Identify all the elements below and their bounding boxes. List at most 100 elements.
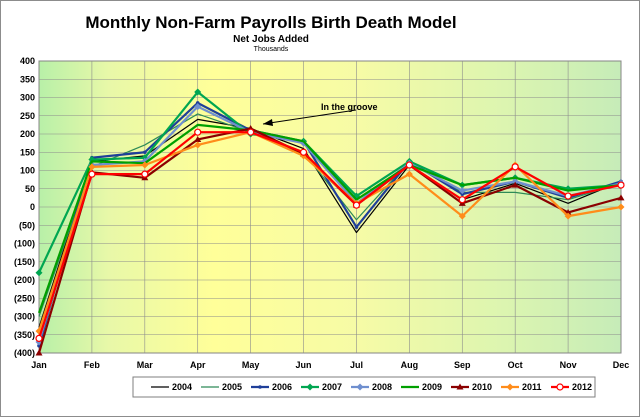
legend-swatch-marker xyxy=(356,383,364,391)
data-point-2011 xyxy=(141,161,149,169)
y-tick-label: (200) xyxy=(14,275,35,285)
legend-label: 2009 xyxy=(422,382,442,392)
x-tick-label: Feb xyxy=(84,360,101,370)
legend-label: 2006 xyxy=(272,382,292,392)
y-tick-label: 0 xyxy=(30,202,35,212)
data-point-2006 xyxy=(143,150,147,155)
annotation-arrowhead xyxy=(263,119,273,126)
legend-swatch-marker xyxy=(456,383,464,390)
x-tick-label: Sep xyxy=(454,360,471,370)
data-point-2007 xyxy=(35,269,43,277)
x-tick-label: Apr xyxy=(190,360,206,370)
data-point-2010 xyxy=(511,181,519,188)
x-tick-label: May xyxy=(242,360,260,370)
x-tick-label: Nov xyxy=(560,360,577,370)
series-2009 xyxy=(37,123,622,314)
legend-label: 2004 xyxy=(172,382,192,392)
data-point-2006 xyxy=(354,225,359,229)
data-point-2012 xyxy=(194,128,202,136)
legend-label: 2012 xyxy=(572,382,592,392)
legend-entry-2008: 2008 xyxy=(351,382,392,392)
x-tick-label: Oct xyxy=(508,360,523,370)
x-axis: Jan Feb Mar Apr May Jun Jul Aug Sep Oct Nov Dec xyxy=(31,360,629,370)
data-point-2007 xyxy=(194,88,202,96)
data-point-2008 xyxy=(194,103,202,111)
data-point-2011 xyxy=(194,141,202,149)
legend: 2004 2005 2006 2007 2008 2009 2010 2011 2012 xyxy=(151,382,592,392)
y-tick-label: 100 xyxy=(20,166,35,176)
annotation-arrow-line xyxy=(262,109,357,125)
y-tick-label: 200 xyxy=(20,129,35,139)
x-tick-label: Jun xyxy=(296,360,312,370)
x-tick-label: Jul xyxy=(350,360,363,370)
legend-entry-2011: 2011 xyxy=(501,382,542,392)
legend-swatch-marker xyxy=(306,383,314,391)
data-point-2006 xyxy=(460,192,465,197)
y-tick-label: (250) xyxy=(14,293,35,303)
data-point-2012 xyxy=(141,170,149,178)
data-point-2012 xyxy=(617,181,625,189)
data-point-2008 xyxy=(458,187,466,195)
legend-label: 2010 xyxy=(472,382,492,392)
legend-label: 2008 xyxy=(372,382,392,392)
legend-entry-2004: 2004 xyxy=(151,382,192,392)
legend-swatch-marker xyxy=(258,385,262,389)
series-group xyxy=(35,88,625,356)
series-line-2004 xyxy=(38,118,622,328)
legend-swatch-marker xyxy=(556,383,564,391)
data-point-2010 xyxy=(194,135,202,142)
chart-subtitle: Net Jobs Added xyxy=(233,34,309,45)
legend-label: 2007 xyxy=(322,382,342,392)
data-point-2012 xyxy=(405,161,413,169)
legend-swatch-marker xyxy=(506,383,514,391)
data-point-2012 xyxy=(88,170,96,178)
data-point-2012 xyxy=(564,192,572,200)
x-tick-label: Dec xyxy=(613,360,630,370)
legend-entry-2010: 2010 xyxy=(451,382,492,392)
series-line-2012 xyxy=(37,131,622,339)
y-tick-label: (50) xyxy=(19,220,35,230)
data-point-2010 xyxy=(35,349,43,356)
annotation-text: In the groove xyxy=(321,102,378,112)
y-tick-label: (400) xyxy=(14,348,35,358)
data-point-2012 xyxy=(35,334,43,342)
data-point-2011 xyxy=(564,212,572,220)
legend-entry-2007: 2007 xyxy=(301,382,342,392)
data-point-2011 xyxy=(458,212,466,220)
x-tick-label: Mar xyxy=(137,360,154,370)
legend-label: 2005 xyxy=(222,382,242,392)
chart-units: Thousands xyxy=(254,46,289,53)
y-axis: 400 350 300 250 200 150 100 50 0 (50) (100) (150) (2… xyxy=(14,56,35,358)
y-tick-label: 400 xyxy=(20,56,35,66)
data-point-2008 xyxy=(511,177,519,185)
y-tick-label: (150) xyxy=(14,257,35,267)
data-point-2012 xyxy=(352,201,361,209)
data-point-2012 xyxy=(299,148,308,156)
legend-entry-2006: 2006 xyxy=(251,382,292,392)
data-point-2006 xyxy=(195,101,200,105)
data-point-2012 xyxy=(458,196,466,204)
y-tick-label: 50 xyxy=(25,184,35,194)
y-tick-label: (350) xyxy=(14,330,35,340)
data-point-2012 xyxy=(247,128,255,136)
data-point-2010 xyxy=(617,194,625,201)
legend-entry-2009: 2009 xyxy=(401,382,442,392)
x-tick-label: Jan xyxy=(31,360,47,370)
legend-entry-2012: 2012 xyxy=(551,382,592,392)
legend-entry-2005: 2005 xyxy=(201,382,242,392)
y-tick-label: 300 xyxy=(20,93,35,103)
data-point-2011 xyxy=(405,170,413,178)
series-line-2009 xyxy=(37,123,622,314)
legend-label: 2011 xyxy=(522,382,542,392)
y-tick-label: 350 xyxy=(20,74,35,84)
series-2012 xyxy=(35,128,625,342)
chart-title: Monthly Non-Farm Payrolls Birth Death Mo… xyxy=(85,13,456,32)
data-point-2011 xyxy=(88,163,96,171)
data-point-2011 xyxy=(617,203,625,211)
series-2004 xyxy=(38,118,622,328)
y-tick-label: (100) xyxy=(14,239,35,249)
y-tick-label: 150 xyxy=(20,147,35,157)
x-tick-label: Aug xyxy=(401,360,419,370)
